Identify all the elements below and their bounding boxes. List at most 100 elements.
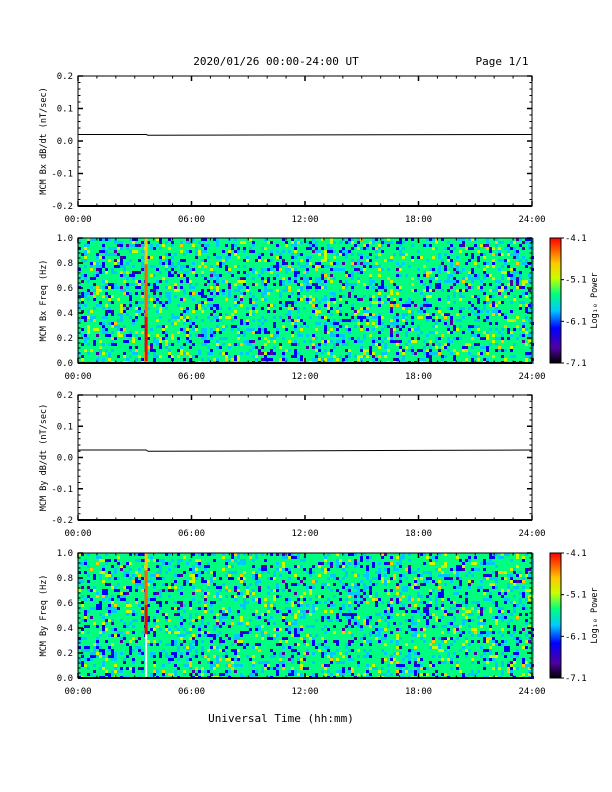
heatmap-cell <box>366 304 369 307</box>
heatmap-cell <box>354 265 357 268</box>
heatmap-cell <box>378 244 381 247</box>
heatmap-cell <box>96 331 99 334</box>
heatmap-cell <box>228 259 231 262</box>
heatmap-cell <box>363 307 366 310</box>
heatmap-cell <box>462 289 465 292</box>
heatmap-cell <box>246 286 249 289</box>
heatmap-cell <box>183 274 186 277</box>
heatmap-cell <box>486 265 489 268</box>
heatmap-cell <box>522 295 525 298</box>
heatmap-cell <box>438 271 441 274</box>
heatmap-cell <box>165 271 168 274</box>
heatmap-cell <box>183 316 186 319</box>
heatmap-cell <box>405 331 408 334</box>
heatmap-cell <box>432 301 435 304</box>
heatmap-cell <box>525 253 528 256</box>
heatmap-cell <box>342 328 345 331</box>
heatmap-cell <box>507 319 510 322</box>
heatmap-cell <box>99 274 102 277</box>
heatmap-cell <box>417 256 420 259</box>
heatmap-cell <box>324 292 327 295</box>
heatmap-cell <box>132 292 135 295</box>
heatmap-cell <box>447 244 450 247</box>
heatmap-cell <box>507 262 510 265</box>
heatmap-cell <box>438 325 441 328</box>
heatmap-cell <box>336 265 339 268</box>
heatmap-cell <box>297 292 300 295</box>
heatmap-cell <box>366 298 369 301</box>
heatmap-cell <box>312 325 315 328</box>
heatmap-cell <box>315 304 318 307</box>
heatmap-cell <box>138 280 141 283</box>
heatmap-cell <box>156 268 159 271</box>
heatmap-cell <box>204 286 207 289</box>
heatmap-cell <box>285 313 288 316</box>
heatmap-cell <box>321 262 324 265</box>
heatmap-cell <box>96 271 99 274</box>
heatmap-cell <box>273 271 276 274</box>
heatmap-cell <box>84 316 87 319</box>
heatmap-cell <box>513 280 516 283</box>
heatmap-cell <box>195 286 198 289</box>
heatmap-cell <box>375 244 378 247</box>
heatmap-cell <box>441 295 444 298</box>
heatmap-cell <box>249 265 252 268</box>
heatmap-cell <box>84 244 87 247</box>
heatmap-cell <box>303 259 306 262</box>
heatmap-cell <box>102 262 105 265</box>
heatmap-cell <box>492 259 495 262</box>
heatmap-cell <box>405 322 408 325</box>
heatmap-cell <box>498 271 501 274</box>
heatmap-cell <box>390 280 393 283</box>
heatmap-cell <box>225 298 228 301</box>
heatmap-cell <box>435 244 438 247</box>
heatmap-cell <box>276 325 279 328</box>
heatmap-cell <box>369 280 372 283</box>
y-tick-label: 0.2 <box>57 72 73 82</box>
heatmap-cell <box>381 292 384 295</box>
heatmap-cell <box>258 244 261 247</box>
heatmap-cell <box>441 250 444 253</box>
heatmap-cell <box>249 319 252 322</box>
heatmap-cell <box>243 316 246 319</box>
heatmap-cell <box>93 292 96 295</box>
heatmap-cell <box>102 271 105 274</box>
heatmap-cell <box>270 310 273 313</box>
heatmap-cell <box>429 313 432 316</box>
heatmap-cell <box>372 292 375 295</box>
heatmap-cell <box>306 274 309 277</box>
heatmap-cell <box>234 244 237 247</box>
heatmap-cell <box>336 253 339 256</box>
heatmap-cell <box>150 274 153 277</box>
heatmap-cell <box>447 250 450 253</box>
heatmap-cell <box>99 328 102 331</box>
heatmap-cell <box>387 274 390 277</box>
heatmap-cell <box>477 292 480 295</box>
heatmap-cell <box>333 262 336 265</box>
heatmap-cell <box>201 310 204 313</box>
heatmap-cell <box>414 292 417 295</box>
heatmap-cell <box>477 274 480 277</box>
heatmap-cell <box>231 322 234 325</box>
heatmap-cell <box>522 256 525 259</box>
heatmap-cell <box>204 325 207 328</box>
heatmap-cell <box>459 319 462 322</box>
heatmap-cell <box>414 319 417 322</box>
heatmap-cell <box>303 274 306 277</box>
heatmap-cell <box>240 262 243 265</box>
heatmap-cell <box>117 289 120 292</box>
heatmap-cell <box>123 253 126 256</box>
heatmap-cell <box>288 271 291 274</box>
heatmap-cells <box>78 238 534 364</box>
heatmap-cell <box>81 259 84 262</box>
heatmap-cell <box>378 238 381 241</box>
heatmap-cell <box>348 262 351 265</box>
heatmap-cell <box>87 277 90 280</box>
heatmap-cell <box>162 238 165 241</box>
heatmap-cell <box>162 283 165 286</box>
heatmap-cell <box>384 250 387 253</box>
heatmap-cell <box>402 289 405 292</box>
heatmap-cell <box>219 250 222 253</box>
heatmap-cell <box>378 268 381 271</box>
heatmap-cell <box>348 280 351 283</box>
